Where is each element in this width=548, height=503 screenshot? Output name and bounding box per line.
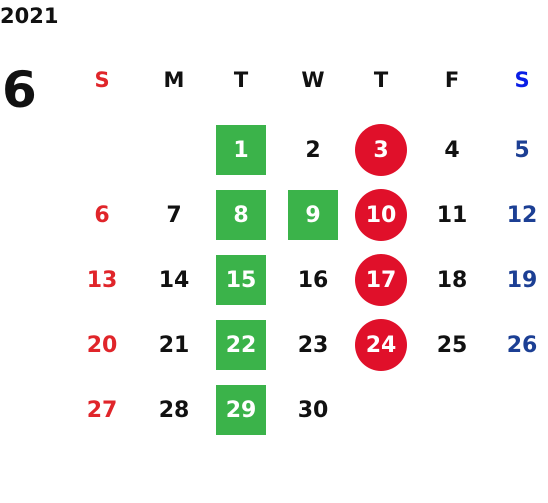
- day: 20: [86, 332, 118, 358]
- day: 7: [166, 202, 182, 228]
- day: 23: [297, 332, 329, 358]
- day: 14: [158, 267, 190, 293]
- day: 16: [297, 267, 329, 293]
- weekday-header: T: [373, 68, 389, 92]
- year: 2021: [0, 4, 59, 28]
- day: 5: [514, 137, 530, 163]
- day: 24: [355, 319, 407, 371]
- day: 2: [305, 137, 321, 163]
- weekday-header: S: [514, 68, 530, 92]
- day: 19: [506, 267, 538, 293]
- day: 10: [355, 189, 407, 241]
- day: 26: [506, 332, 538, 358]
- day: 18: [436, 267, 468, 293]
- day: 8: [216, 190, 266, 240]
- day: 9: [288, 190, 338, 240]
- day: 12: [506, 202, 538, 228]
- day: 22: [216, 320, 266, 370]
- weekday-header: F: [444, 68, 460, 92]
- day: 30: [297, 397, 329, 423]
- day: 3: [355, 124, 407, 176]
- day: 21: [158, 332, 190, 358]
- day: 11: [436, 202, 468, 228]
- day: 13: [86, 267, 118, 293]
- day: 29: [216, 385, 266, 435]
- day: 15: [216, 255, 266, 305]
- day: 27: [86, 397, 118, 423]
- day: 4: [444, 137, 460, 163]
- weekday-header: W: [301, 68, 325, 92]
- weekday-header: M: [163, 68, 185, 92]
- weekday-header: S: [94, 68, 110, 92]
- day: 17: [355, 254, 407, 306]
- day: 25: [436, 332, 468, 358]
- day: 28: [158, 397, 190, 423]
- day: 6: [94, 202, 110, 228]
- weekday-header: T: [233, 68, 249, 92]
- month: 6: [2, 61, 37, 119]
- day: 1: [216, 125, 266, 175]
